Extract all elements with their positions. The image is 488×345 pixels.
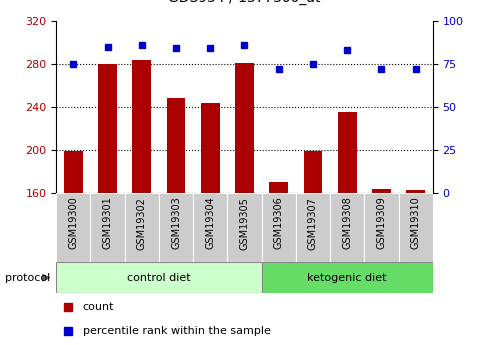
Bar: [166, 98, 185, 345]
Bar: [406, 190, 424, 345]
Text: ketogenic diet: ketogenic diet: [307, 273, 386, 283]
Text: GSM19306: GSM19306: [273, 197, 283, 249]
Text: GSM19302: GSM19302: [137, 197, 146, 249]
Text: GSM19308: GSM19308: [342, 197, 351, 249]
Bar: [159, 193, 193, 262]
Bar: [303, 151, 322, 345]
Text: GSM19310: GSM19310: [410, 197, 420, 249]
Bar: [337, 112, 356, 345]
Bar: [90, 193, 124, 262]
Bar: [193, 193, 227, 262]
Bar: [56, 262, 261, 293]
Text: GSM19303: GSM19303: [171, 197, 181, 249]
Bar: [56, 193, 90, 262]
Text: GSM19305: GSM19305: [239, 197, 249, 249]
Bar: [64, 151, 82, 345]
Text: percentile rank within the sample: percentile rank within the sample: [82, 326, 270, 336]
Text: GSM19304: GSM19304: [205, 197, 215, 249]
Bar: [132, 59, 151, 345]
Text: count: count: [82, 302, 114, 312]
Bar: [227, 193, 261, 262]
Bar: [295, 193, 329, 262]
Bar: [269, 183, 287, 345]
Bar: [261, 193, 295, 262]
Text: GSM19300: GSM19300: [68, 197, 78, 249]
Text: control diet: control diet: [127, 273, 190, 283]
Bar: [124, 193, 159, 262]
Bar: [235, 63, 253, 345]
Text: protocol: protocol: [5, 273, 50, 283]
Text: GSM19301: GSM19301: [102, 197, 112, 249]
Bar: [329, 193, 364, 262]
Bar: [364, 193, 398, 262]
Bar: [398, 193, 432, 262]
Bar: [201, 103, 219, 345]
Bar: [261, 262, 432, 293]
Text: GSM19309: GSM19309: [376, 197, 386, 249]
Bar: [371, 189, 390, 345]
Bar: [98, 64, 117, 345]
Text: GSM19307: GSM19307: [307, 197, 317, 249]
Text: GDS954 / 1377300_at: GDS954 / 1377300_at: [168, 0, 320, 5]
